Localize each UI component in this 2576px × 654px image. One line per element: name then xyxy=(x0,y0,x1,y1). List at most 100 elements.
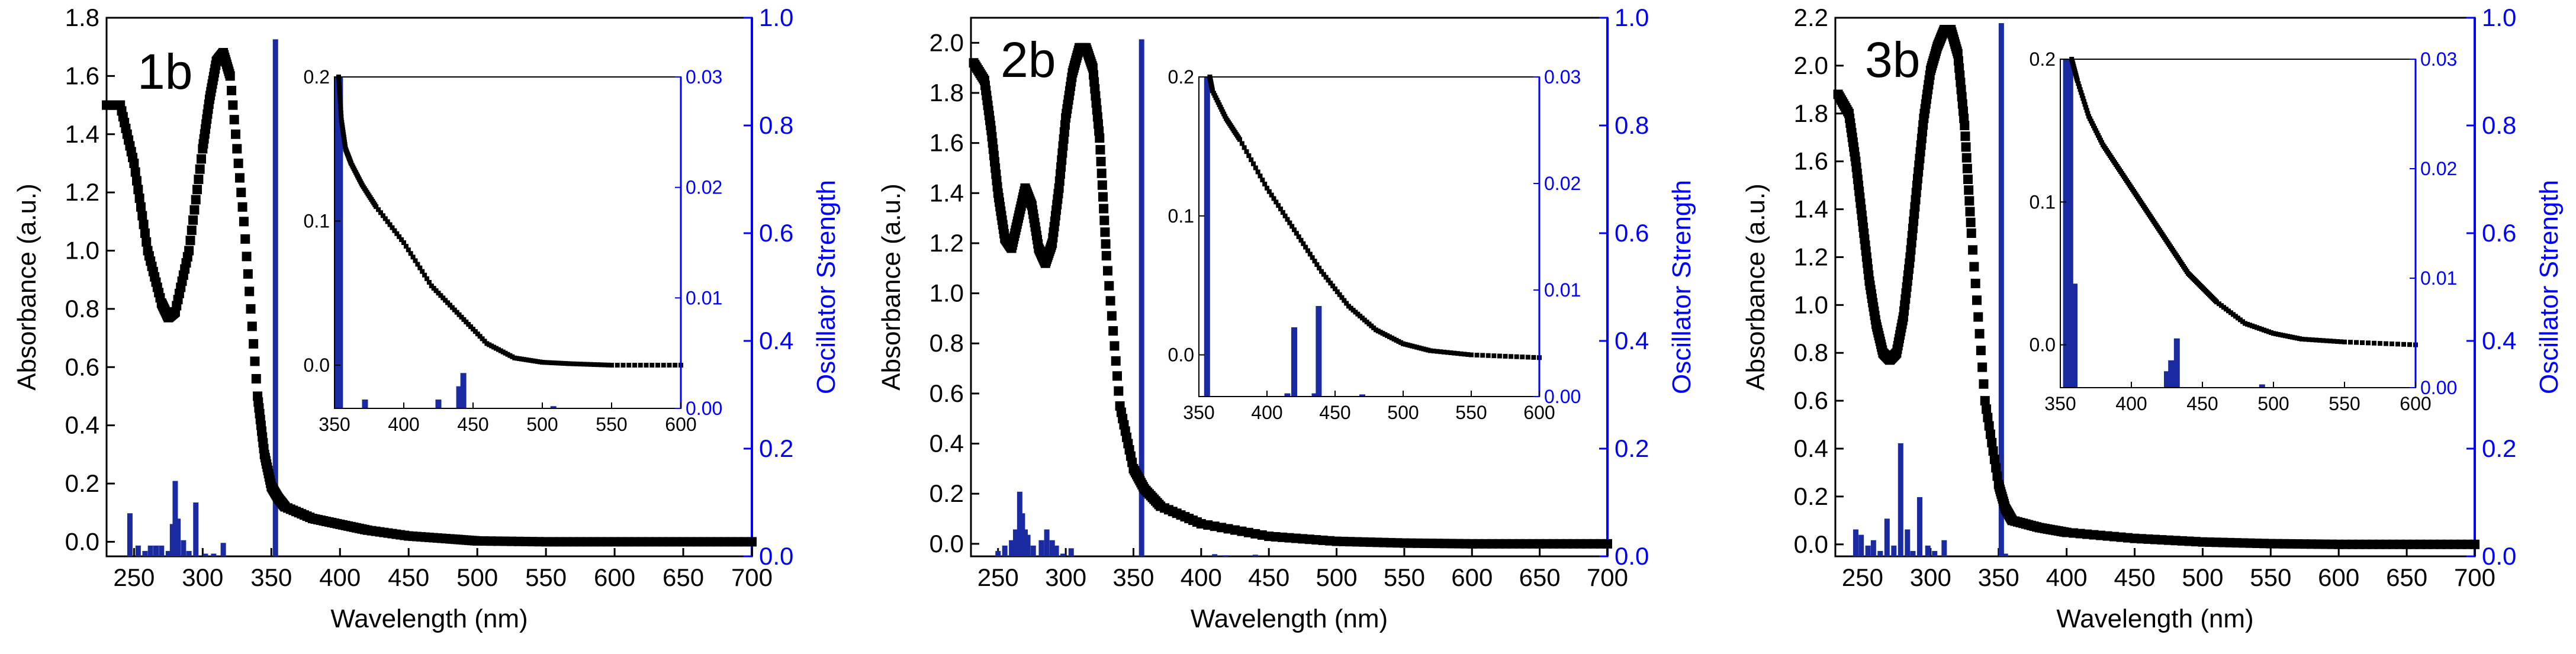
absorbance-point xyxy=(1960,131,1970,141)
absorbance-point xyxy=(1097,180,1107,190)
inset-absorbance-point xyxy=(337,92,342,98)
absorbance-point xyxy=(2470,539,2479,549)
inset-absorbance-point xyxy=(2096,133,2101,138)
y2-tick-label: 0.2 xyxy=(2482,434,2516,462)
inset-absorbance-point xyxy=(338,103,343,108)
inset-absorbance-point xyxy=(1287,220,1292,225)
absorbance-point xyxy=(1911,195,1921,205)
inset-absorbance-point xyxy=(1480,353,1485,358)
inset-absorbance-point xyxy=(1465,352,1471,357)
inset-absorbance-point xyxy=(1251,161,1256,166)
panel-label: 2b xyxy=(1001,32,1056,88)
y-tick-label: 0.8 xyxy=(1794,339,1828,366)
y-tick-label: 0.0 xyxy=(930,530,964,558)
inset-absorbance-point xyxy=(1474,352,1480,357)
inset-plot: 350 400 450 500 550 600 0.0 0.1 0.2 0.00 0.01 0.02 0… xyxy=(304,66,723,435)
absorbance-point xyxy=(1098,192,1108,202)
oscillator-bar xyxy=(1002,545,1008,556)
absorbance-point xyxy=(1958,106,1968,116)
oscillator-bar xyxy=(1891,545,1897,556)
inset-absorbance-point xyxy=(638,362,643,368)
absorbance-point xyxy=(1953,49,1963,59)
inset-absorbance-point xyxy=(655,362,660,368)
inset-absorbance-point xyxy=(2082,99,2086,104)
inset-oscillator-bar xyxy=(460,373,467,408)
inset-absorbance-point xyxy=(2088,116,2092,121)
inset-y-tick-label: 0.1 xyxy=(304,210,330,231)
inset-plot: 350 400 450 500 550 600 0.0 0.1 0.2 0.00 0.01 0.02 0… xyxy=(2030,49,2458,414)
y-tick-label: 0.2 xyxy=(65,469,99,497)
inset-absorbance-point xyxy=(426,279,432,285)
absorbance-point xyxy=(249,339,259,349)
oscillator-bar xyxy=(1998,23,2004,557)
inset-absorbance-point xyxy=(1282,213,1288,218)
inset-absorbance-point xyxy=(1321,272,1326,277)
inset-absorbance-point xyxy=(567,361,573,366)
absorbance-point xyxy=(129,158,139,168)
x-tick-label: 350 xyxy=(1112,563,1154,591)
absorbance-point xyxy=(229,115,239,125)
inset-x-tick-label: 400 xyxy=(2115,393,2147,414)
y-tick-label: 1.0 xyxy=(65,237,99,265)
absorbance-point xyxy=(232,144,242,154)
absorbance-point xyxy=(141,237,152,247)
y-tick-label: 2.0 xyxy=(1794,51,1828,79)
inset-x-tick-label: 450 xyxy=(457,414,488,435)
inset-x-tick-label: 500 xyxy=(2257,393,2289,414)
absorbance-point xyxy=(1968,245,1978,255)
absorbance-point xyxy=(1956,78,1966,88)
inset-absorbance-point xyxy=(2335,339,2340,344)
inset-y2-tick-label: 0.01 xyxy=(1544,279,1581,301)
absorbance-point xyxy=(247,321,257,331)
absorbance-point xyxy=(1096,156,1106,166)
x-tick-label: 250 xyxy=(1842,563,1883,591)
absorbance-point xyxy=(137,211,147,221)
absorbance-point xyxy=(1964,185,1974,195)
oscillator-bar xyxy=(1877,550,1883,556)
inset-absorbance-point xyxy=(1244,149,1249,154)
y-tick-label: 1.0 xyxy=(930,279,964,307)
inset-x-tick-label: 600 xyxy=(665,414,696,435)
oscillator-bar xyxy=(1030,545,1036,556)
absorbance-point xyxy=(228,100,238,110)
x-tick-label: 300 xyxy=(1045,563,1086,591)
inset-absorbance-point xyxy=(392,228,397,233)
inset-oscillator-bar xyxy=(2259,384,2265,388)
absorbance-point xyxy=(1953,56,1963,66)
absorbance-point xyxy=(1905,252,1915,262)
y-tick-label: 0.0 xyxy=(65,527,99,555)
absorbance-point xyxy=(246,304,256,314)
inset-absorbance-point xyxy=(1265,185,1269,191)
inset-absorbance-point xyxy=(401,240,406,245)
absorbance-point xyxy=(186,225,197,236)
x-tick-label: 300 xyxy=(182,563,223,591)
inset-oscillator-bar xyxy=(362,400,368,408)
oscillator-bar xyxy=(127,513,133,556)
inset-absorbance-point xyxy=(574,361,580,366)
inset-x-tick-label: 550 xyxy=(2329,393,2360,414)
inset-absorbance-point xyxy=(2075,78,2080,83)
inset-absorbance-point xyxy=(1271,196,1276,201)
inset-absorbance-point xyxy=(464,319,469,324)
inset-absorbance-point xyxy=(1531,355,1536,360)
absorbance-point xyxy=(225,71,235,81)
inset-absorbance-point xyxy=(2091,123,2096,128)
absorbance-point xyxy=(250,356,260,366)
inset-absorbance-point xyxy=(1301,241,1306,246)
x-axis-label: Wavelength (nm) xyxy=(330,604,528,633)
inset-absorbance-point xyxy=(2303,337,2308,342)
x-tick-label: 450 xyxy=(2114,563,2155,591)
inset-absorbance-point xyxy=(1503,353,1508,359)
y-tick-label: 1.2 xyxy=(1794,243,1828,270)
y-tick-label: 0.4 xyxy=(1794,434,1828,462)
inset-absorbance-point xyxy=(2079,90,2084,95)
inset-absorbance-point xyxy=(342,139,347,144)
oscillator-bar xyxy=(181,540,186,556)
absorbance-point xyxy=(1961,142,1971,152)
inset-absorbance-point xyxy=(2317,337,2322,343)
inset-absorbance-point xyxy=(1314,262,1320,267)
x-axis-label: Wavelength (nm) xyxy=(2056,604,2253,633)
absorbance-point xyxy=(1960,121,1970,130)
panel-3b: 250 300 350 400 450 500 550 600 650 7000.00.20.40… xyxy=(1741,4,2564,633)
inset-absorbance-point xyxy=(599,362,604,368)
